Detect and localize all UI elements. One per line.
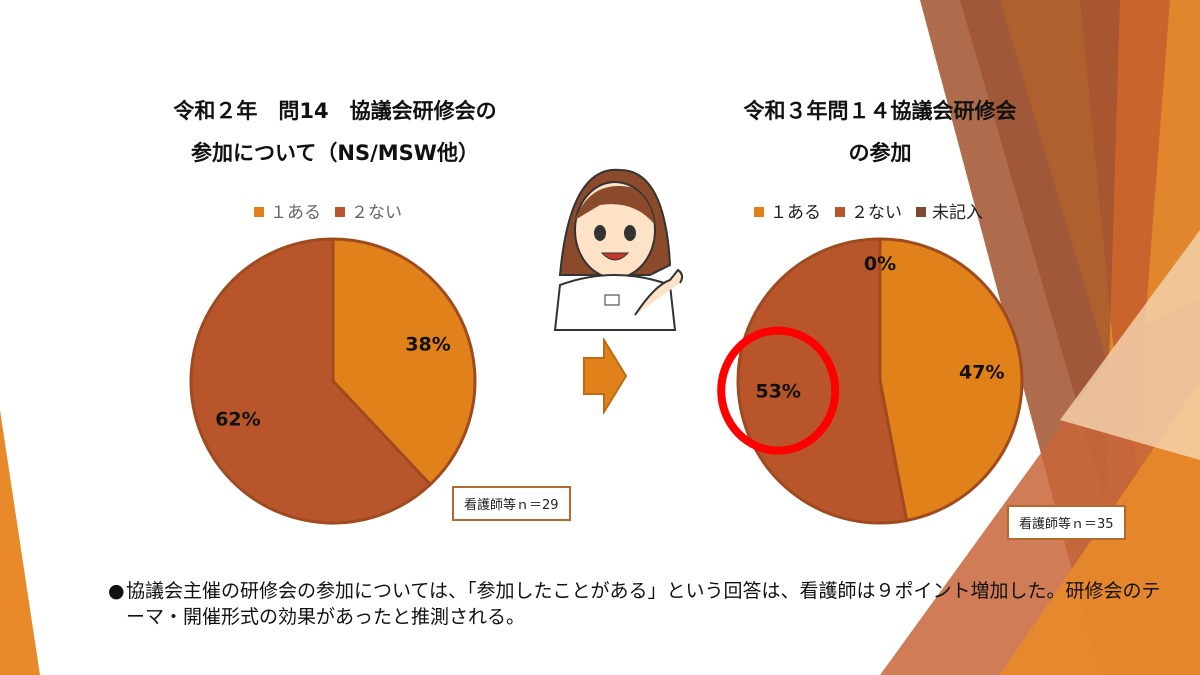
pie-slice-1-1 — [331, 237, 477, 487]
highlight-circle — [717, 326, 840, 455]
legend-item: 未記入 — [916, 198, 983, 223]
legend-item: １ある — [754, 198, 821, 223]
pie-slice-2-1 — [878, 237, 1024, 523]
data-label: 53% — [755, 381, 800, 403]
chart1-sample-size: 看護師等ｎ＝29 — [452, 486, 571, 521]
chart1-legend: １ある ２ない — [254, 198, 402, 223]
chart1-title: 令和２年 問14 協議会研修会の 参加について（NS/MSW他） — [173, 99, 497, 165]
legend-item: ２ない — [835, 198, 902, 223]
legend-item: ２ない — [335, 198, 402, 223]
legend-item: １ある — [254, 198, 321, 223]
data-label: 62% — [215, 409, 260, 431]
summary-note: ● 協議会主催の研修会の参加については、「参加したことがある」という回答は、看護… — [108, 580, 1161, 628]
chart2-sample-size: 看護師等ｎ＝35 — [1007, 505, 1126, 540]
right-arrow-icon — [583, 338, 628, 414]
data-label: 47% — [959, 361, 1004, 383]
data-label: 38% — [405, 333, 450, 355]
chart2-legend: １ある ２ない 未記入 — [754, 198, 983, 223]
chart2-title: 令和３年問１４協議会研修会 の参加 — [743, 99, 1017, 165]
data-label: 0% — [864, 253, 896, 275]
pie-slice-1-2 — [189, 237, 433, 525]
nurse-illustration — [553, 168, 684, 331]
